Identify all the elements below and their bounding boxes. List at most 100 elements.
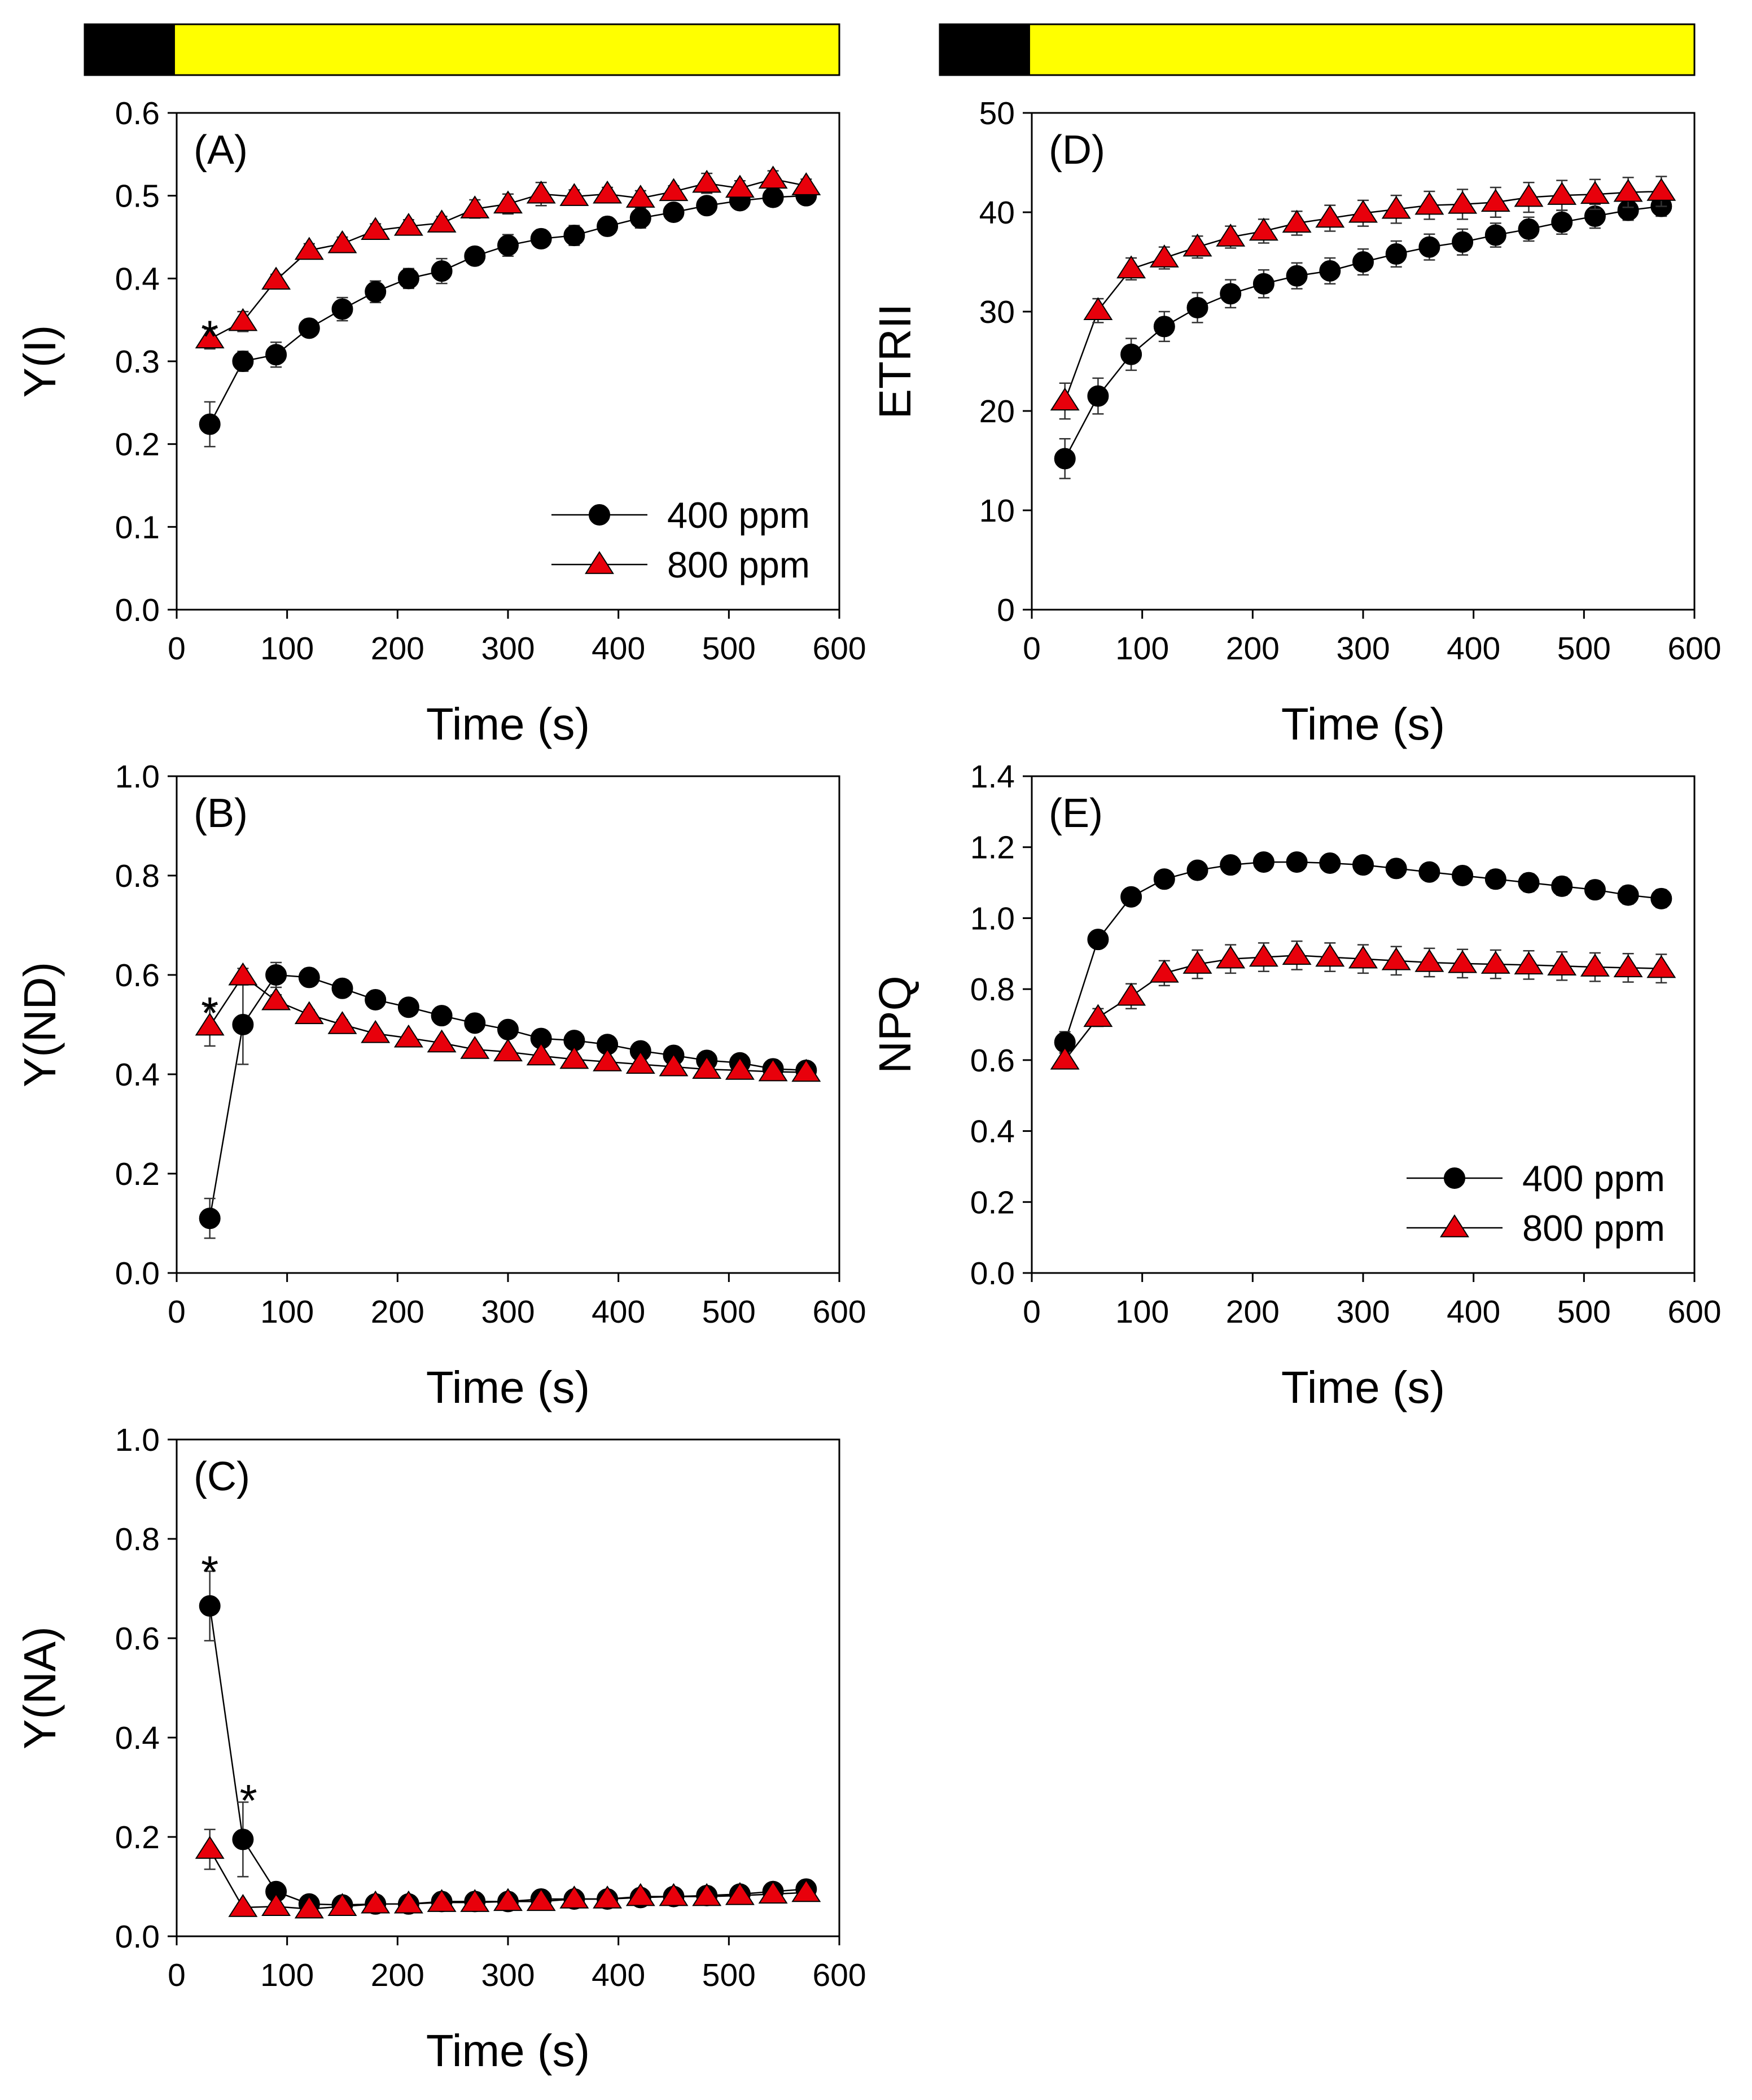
x-tick-label: 300	[1336, 631, 1390, 667]
panel-label: (C)	[194, 1454, 250, 1499]
data-point	[1319, 852, 1341, 874]
data-point	[1514, 951, 1544, 975]
x-tick-label: 200	[1226, 1294, 1280, 1330]
data-point	[696, 195, 718, 217]
data-point	[791, 1879, 821, 1902]
y-tick-label: 0.2	[115, 427, 160, 463]
data-point	[397, 268, 419, 290]
x-tick-label: 600	[812, 1957, 866, 1993]
y-tick-label: 10	[979, 493, 1015, 529]
data-point	[1646, 955, 1676, 978]
data-point	[497, 1018, 519, 1040]
x-tick-label: 400	[592, 1294, 645, 1330]
x-tick-label: 500	[1557, 631, 1611, 667]
data-point	[195, 1836, 225, 1859]
y-tick-label: 0.4	[115, 1057, 160, 1093]
data-point	[1216, 945, 1246, 969]
x-tick-label: 0	[168, 1957, 186, 1993]
data-point	[327, 1011, 357, 1034]
legend-label: 800 ppm	[1522, 1208, 1665, 1249]
series-line	[209, 195, 807, 425]
data-point	[526, 1888, 556, 1911]
series-400-ppm	[199, 185, 817, 448]
series-line	[1064, 205, 1662, 460]
data-point	[232, 1828, 254, 1850]
data-point	[298, 966, 320, 988]
x-axis-label: Time (s)	[426, 1362, 590, 1412]
data-point	[1518, 218, 1540, 240]
data-point	[1348, 945, 1378, 969]
chart-panel-a: 0 100 200 300 400 500 600 0.0 0.1 0.2 0.3 0.4 0.5 0.6…	[15, 95, 866, 749]
data-point	[1220, 283, 1242, 305]
data-point	[361, 1890, 391, 1914]
y-tick-label: 0.6	[970, 1043, 1015, 1079]
significance-star: *	[240, 1775, 257, 1826]
data-point	[365, 989, 387, 1010]
data-point	[1414, 191, 1444, 215]
data-point	[526, 1042, 556, 1066]
data-point	[1646, 178, 1676, 201]
data-point	[331, 977, 353, 999]
y-tick-label: 0.3	[115, 344, 160, 380]
data-point	[199, 1208, 221, 1230]
y-tick-label: 0.4	[115, 261, 160, 297]
panel-label: (D)	[1049, 128, 1105, 173]
data-point	[625, 185, 655, 208]
data-point	[659, 1883, 689, 1906]
data-point	[1216, 224, 1246, 247]
data-point	[1087, 385, 1109, 407]
y-axis-label: Y(ND)	[15, 962, 65, 1087]
data-point	[1252, 273, 1274, 295]
data-point	[1650, 887, 1672, 909]
y-tick-label: 1.2	[970, 830, 1015, 866]
data-point	[294, 1001, 324, 1025]
data-point	[232, 1014, 254, 1035]
light-phase-segment	[173, 23, 840, 76]
legend-label: 400 ppm	[667, 495, 810, 536]
x-tick-label: 0	[1023, 631, 1041, 667]
data-point	[228, 962, 258, 986]
data-point	[692, 1056, 722, 1079]
data-point	[625, 1051, 655, 1074]
data-point	[597, 215, 619, 237]
x-tick-label: 600	[1667, 1294, 1721, 1330]
x-tick-label: 0	[168, 1294, 186, 1330]
chart-panel-e: 0 100 200 300 400 500 600 0.0 0.2 0.4 0.6 0.8 1.0 1.2…	[870, 759, 1722, 1412]
data-point	[559, 183, 589, 206]
data-point	[1182, 233, 1212, 257]
y-tick-label: 0.4	[970, 1114, 1015, 1150]
data-point	[1484, 868, 1506, 890]
data-point	[1252, 851, 1274, 873]
data-point	[199, 413, 221, 435]
data-point	[1580, 953, 1610, 977]
y-tick-label: 0.2	[115, 1156, 160, 1192]
data-point	[526, 180, 556, 204]
data-point	[659, 1053, 689, 1077]
x-tick-label: 500	[702, 1957, 756, 1993]
legend: 400 ppm 800 ppm	[1407, 1158, 1665, 1249]
data-point	[559, 1885, 589, 1909]
significance-star: *	[201, 1547, 218, 1597]
data-point	[1448, 191, 1478, 214]
series-800-ppm	[1050, 176, 1676, 420]
data-point	[1116, 982, 1146, 1006]
y-tick-label: 0.6	[115, 1621, 160, 1657]
data-point	[1319, 260, 1341, 282]
data-point	[725, 1882, 755, 1905]
data-point	[361, 217, 391, 240]
data-point	[265, 964, 287, 986]
legend-marker	[1444, 1167, 1465, 1189]
data-point	[593, 180, 623, 204]
x-axis-label: Time (s)	[426, 2025, 590, 2076]
data-point	[758, 1880, 788, 1904]
series-400-ppm	[1054, 851, 1672, 1054]
x-tick-label: 200	[371, 631, 424, 667]
x-tick-label: 600	[812, 1294, 866, 1330]
data-point	[1613, 954, 1643, 978]
legend-marker	[1440, 1214, 1469, 1237]
data-point	[1385, 858, 1407, 880]
data-point	[460, 1036, 490, 1059]
data-point	[427, 209, 457, 233]
y-tick-label: 1.0	[115, 759, 160, 795]
